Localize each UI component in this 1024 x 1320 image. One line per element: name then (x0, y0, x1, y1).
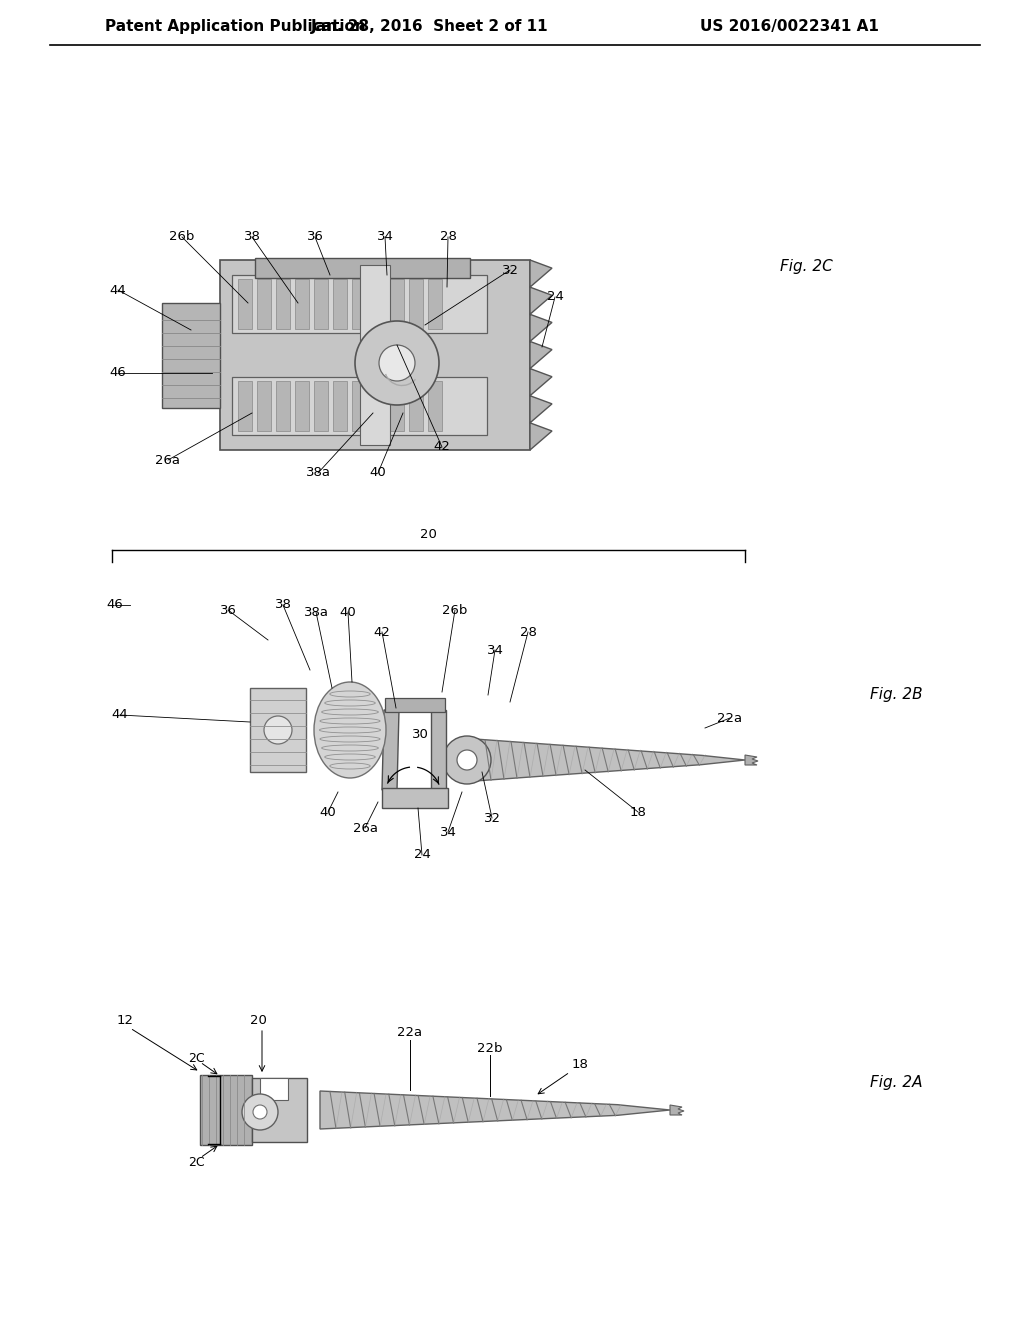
Circle shape (253, 1105, 267, 1119)
Bar (360, 265, 390, 445)
Bar (352, 279, 366, 329)
Bar (232, 275, 487, 333)
Text: Patent Application Publication: Patent Application Publication (105, 20, 366, 34)
Text: 46: 46 (110, 367, 126, 380)
Text: 2C: 2C (187, 1052, 205, 1064)
Text: 38: 38 (244, 231, 260, 243)
Bar (250, 688, 306, 772)
Text: 40: 40 (319, 805, 336, 818)
Bar (238, 279, 252, 329)
Bar (333, 279, 347, 329)
Bar (295, 279, 309, 329)
Bar (276, 279, 290, 329)
Text: 2C: 2C (187, 1155, 205, 1168)
Bar (257, 279, 271, 329)
Text: Fig. 2A: Fig. 2A (870, 1074, 923, 1089)
Bar (428, 279, 442, 329)
Bar (390, 279, 404, 329)
Bar (252, 1078, 307, 1142)
Text: 24: 24 (414, 849, 430, 862)
Bar (255, 257, 470, 279)
Polygon shape (745, 755, 758, 766)
Bar (385, 698, 445, 711)
Text: 24: 24 (547, 290, 563, 304)
Text: 22a: 22a (397, 1026, 423, 1039)
Bar (276, 381, 290, 432)
Text: 12: 12 (117, 1014, 133, 1027)
Text: 46: 46 (106, 598, 123, 611)
Bar (232, 378, 487, 436)
Circle shape (264, 715, 292, 744)
Bar (314, 279, 328, 329)
Bar (371, 279, 385, 329)
Bar (257, 381, 271, 432)
Text: Fig. 2B: Fig. 2B (870, 688, 923, 702)
Bar (428, 381, 442, 432)
Text: Jan. 28, 2016  Sheet 2 of 11: Jan. 28, 2016 Sheet 2 of 11 (311, 20, 549, 34)
Text: 22b: 22b (477, 1041, 503, 1055)
Text: 18: 18 (571, 1059, 589, 1072)
Text: 32: 32 (483, 812, 501, 825)
Bar (260, 1078, 288, 1100)
Text: 34: 34 (377, 231, 393, 243)
Text: 44: 44 (110, 284, 126, 297)
Text: 38a: 38a (303, 606, 329, 619)
Circle shape (355, 321, 439, 405)
Circle shape (379, 345, 415, 381)
Polygon shape (670, 1105, 684, 1115)
Text: 38a: 38a (305, 466, 331, 479)
Text: 26a: 26a (156, 454, 180, 466)
Text: 38: 38 (274, 598, 292, 611)
Text: 34: 34 (439, 825, 457, 838)
Bar (390, 381, 404, 432)
Text: 18: 18 (630, 805, 646, 818)
Polygon shape (319, 1092, 670, 1129)
Bar (220, 260, 530, 450)
Polygon shape (431, 710, 446, 789)
Text: 26a: 26a (352, 821, 378, 834)
Polygon shape (530, 260, 552, 450)
Bar (409, 381, 423, 432)
Text: 42: 42 (433, 441, 451, 454)
Bar (314, 381, 328, 432)
Text: 28: 28 (519, 626, 537, 639)
Bar (200, 1074, 252, 1144)
Text: Fig. 2C: Fig. 2C (780, 260, 833, 275)
Text: 26b: 26b (442, 603, 468, 616)
Text: 44: 44 (112, 709, 128, 722)
Bar (162, 302, 220, 408)
Text: 42: 42 (374, 626, 390, 639)
Text: 22a: 22a (718, 711, 742, 725)
Text: 20: 20 (420, 528, 437, 541)
Text: 34: 34 (486, 644, 504, 656)
Bar (382, 788, 449, 808)
Bar (295, 381, 309, 432)
Polygon shape (382, 710, 399, 789)
Text: 36: 36 (219, 603, 237, 616)
Text: 40: 40 (340, 606, 356, 619)
Text: 28: 28 (439, 231, 457, 243)
Circle shape (242, 1094, 278, 1130)
Text: US 2016/0022341 A1: US 2016/0022341 A1 (700, 20, 879, 34)
Circle shape (443, 737, 490, 784)
Text: 30: 30 (412, 729, 428, 742)
Bar (352, 381, 366, 432)
Text: 20: 20 (250, 1014, 266, 1027)
Bar (333, 381, 347, 432)
Text: 40: 40 (370, 466, 386, 479)
Text: 26b: 26b (169, 231, 195, 243)
Ellipse shape (314, 682, 386, 777)
Polygon shape (475, 739, 745, 781)
Text: 36: 36 (306, 231, 324, 243)
Bar (409, 279, 423, 329)
Bar (238, 381, 252, 432)
Circle shape (457, 750, 477, 770)
Bar (371, 381, 385, 432)
Text: 32: 32 (502, 264, 518, 276)
